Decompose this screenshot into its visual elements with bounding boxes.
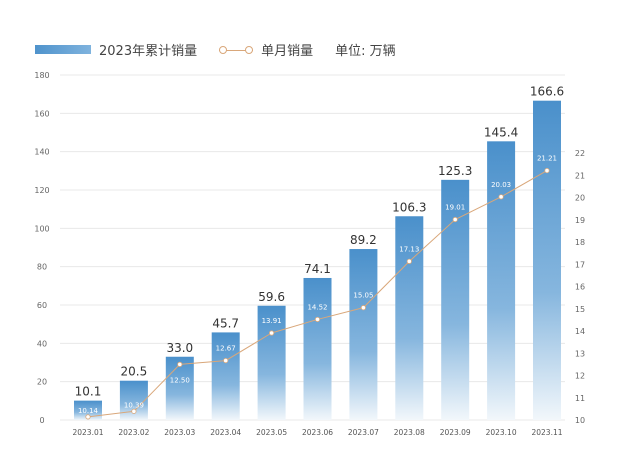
bar-value-label: 125.3 <box>438 164 472 178</box>
bar <box>349 249 378 420</box>
line-value-label: 14.52 <box>307 303 327 311</box>
x-axis-tick: 2023.11 <box>531 428 562 437</box>
line-point <box>452 216 458 223</box>
left-axis-tick: 20 <box>37 378 47 387</box>
bar <box>165 356 194 420</box>
left-axis-tick: 120 <box>34 186 49 195</box>
x-axis-tick: 2023.08 <box>394 428 425 437</box>
legend-bar-label: 2023年累计销量 <box>99 44 198 59</box>
left-axis-tick: 80 <box>37 263 47 272</box>
legend-line-swatch <box>219 45 254 55</box>
x-axis-tick: 2023.05 <box>256 428 287 437</box>
right-axis-tick: 22 <box>575 149 585 158</box>
right-axis-tick: 11 <box>575 394 585 403</box>
x-axis-tick: 2023.03 <box>164 428 195 437</box>
bar <box>487 141 516 421</box>
right-axis-tick: 19 <box>575 216 585 225</box>
right-axis-tick: 21 <box>575 171 585 180</box>
bar <box>303 277 332 420</box>
bar <box>257 305 286 420</box>
bar-value-label: 59.6 <box>258 290 285 304</box>
legend: 2023年累计销量 单月销量 单位: 万辆 <box>35 40 396 59</box>
bar <box>74 400 102 420</box>
right-axis-tick: 13 <box>575 349 585 358</box>
left-axis-tick: 160 <box>34 109 49 118</box>
x-axis-tick: 2023.02 <box>118 428 149 437</box>
left-axis-tick: 100 <box>34 224 49 233</box>
right-axis-tick: 18 <box>575 238 585 247</box>
line-value-label: 12.67 <box>216 345 236 353</box>
bar <box>441 179 470 420</box>
line-point <box>268 330 275 336</box>
right-axis-tick: 20 <box>575 194 585 203</box>
bar-value-label: 33.0 <box>166 341 193 355</box>
right-axis-tick: 15 <box>575 305 585 314</box>
left-axis-tick: 0 <box>39 416 44 425</box>
line-point <box>177 361 183 367</box>
x-axis-tick: 2023.06 <box>302 428 333 437</box>
left-axis-tick: 140 <box>34 148 49 157</box>
line-value-label: 12.50 <box>170 376 190 384</box>
line-value-label: 15.05 <box>353 292 373 300</box>
line-value-label: 10.39 <box>124 401 144 409</box>
bar <box>211 332 240 420</box>
line-point <box>360 305 366 311</box>
line-value-label: 10.14 <box>78 407 99 415</box>
x-axis-tick: 2023.10 <box>486 428 517 437</box>
bar-value-label: 10.1 <box>75 385 102 399</box>
x-axis-tick: 2023.04 <box>210 428 241 437</box>
line-value-label: 13.91 <box>262 317 282 325</box>
line-point <box>544 167 550 174</box>
bar <box>533 100 561 420</box>
left-axis-tick: 60 <box>37 301 47 310</box>
line-value-label: 17.13 <box>399 245 419 253</box>
bar-value-label: 106.3 <box>392 200 426 214</box>
bar-value-label: 74.1 <box>304 262 331 276</box>
line-point <box>314 316 321 323</box>
line-point <box>498 194 504 200</box>
legend-line-label: 单月销量 <box>261 44 314 59</box>
right-axis-tick: 10 <box>575 416 585 425</box>
line-point <box>131 408 137 414</box>
line-point <box>223 357 229 364</box>
bar-value-label: 20.5 <box>121 365 148 379</box>
right-axis-tick: 14 <box>575 327 585 336</box>
left-axis-tick: 40 <box>37 339 47 348</box>
line-value-label: 19.01 <box>445 204 465 212</box>
bar <box>395 216 424 420</box>
right-axis-tick: 16 <box>575 283 585 292</box>
bar-value-label: 89.2 <box>350 233 377 247</box>
line-value-label: 21.21 <box>537 155 557 163</box>
left-axis-tick: 180 <box>34 71 49 80</box>
bar-value-label: 145.4 <box>484 125 518 139</box>
line-value-label: 20.03 <box>491 181 511 189</box>
right-axis-tick: 12 <box>575 372 585 381</box>
x-axis-tick: 2023.01 <box>72 428 103 437</box>
line-point <box>85 414 91 420</box>
legend-bar-swatch <box>35 45 91 54</box>
bar-value-label: 45.7 <box>212 316 239 330</box>
bar-value-label: 166.6 <box>530 85 564 99</box>
unit-note: 单位: 万辆 <box>335 44 396 59</box>
x-axis-tick: 2023.07 <box>348 428 379 437</box>
x-axis-tick: 2023.09 <box>440 428 471 437</box>
line-point <box>406 258 412 264</box>
right-axis-tick: 17 <box>575 260 585 269</box>
